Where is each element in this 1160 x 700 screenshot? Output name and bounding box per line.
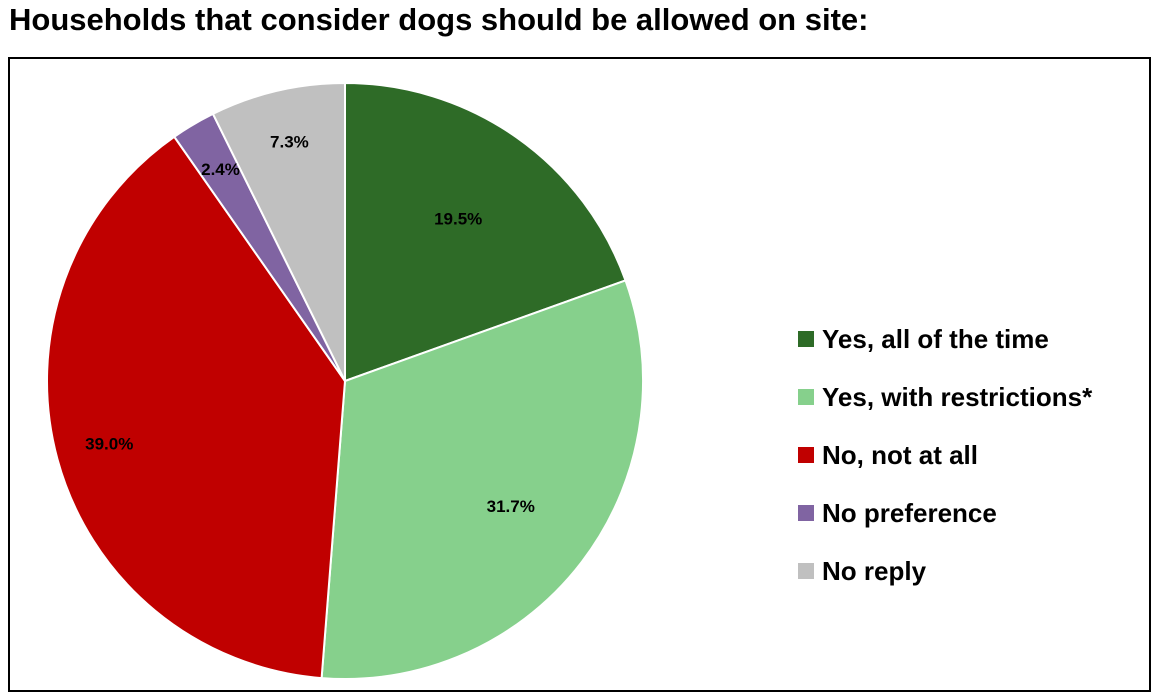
chart-frame: 19.5% 31.7% 39.0% 2.4% 7.3% Yes, all of the … — [8, 57, 1151, 692]
slice-value-label-4: 7.3% — [270, 133, 309, 152]
chart-title: Households that consider dogs should be … — [9, 2, 869, 37]
pie-slice-4 — [211, 81, 346, 382]
slice-value-label-3: 2.4% — [201, 160, 240, 179]
legend-swatch — [798, 389, 814, 405]
slice-value-label-2: 39.0% — [85, 435, 133, 454]
legend-swatch — [798, 563, 814, 579]
legend-item-no-not-at-all: No, not at all — [798, 426, 1092, 484]
legend-item-yes-all-time: Yes, all of the time — [798, 310, 1092, 368]
legend-item-no-reply: No reply — [798, 542, 1092, 600]
legend-swatch — [798, 447, 814, 463]
slice-value-label-0: 19.5% — [434, 210, 482, 229]
pie-slice-1 — [320, 279, 644, 680]
legend-label: Yes, all of the time — [822, 323, 1049, 354]
legend-label: No reply — [822, 555, 927, 586]
legend-item-no-preference: No preference — [798, 484, 1092, 542]
legend-swatch — [798, 505, 814, 521]
legend-swatch — [798, 331, 814, 347]
legend-label: Yes, with restrictions* — [822, 381, 1093, 412]
legend: Yes, all of the time Yes, with restricti… — [798, 310, 1092, 600]
pie-slice-0 — [344, 81, 627, 383]
pie-chart: 19.5% 31.7% 39.0% 2.4% 7.3% — [45, 81, 644, 680]
pie-slice-2 — [45, 135, 347, 680]
legend-item-yes-with-restrictions: Yes, with restrictions* — [798, 368, 1092, 426]
legend-label: No preference — [822, 497, 997, 528]
slice-value-label-1: 31.7% — [487, 497, 535, 516]
legend-label: No, not at all — [822, 439, 978, 470]
